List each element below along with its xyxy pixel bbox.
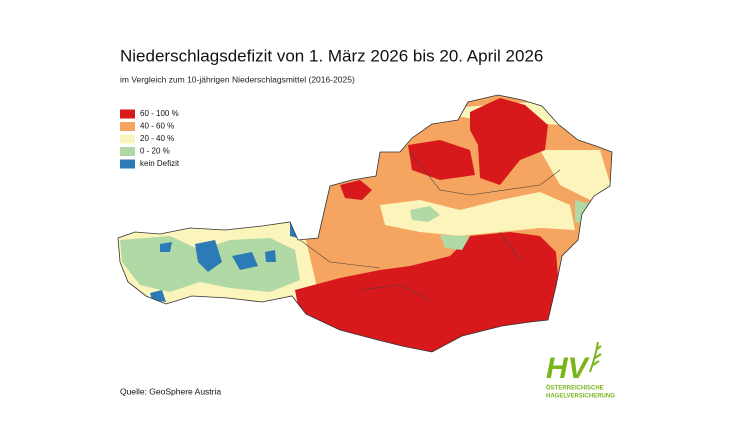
- map-region: [540, 150, 612, 200]
- map-subtitle: im Vergleich zum 10-jährigen Niederschla…: [120, 74, 355, 84]
- legend-label: kein Defizit: [140, 159, 180, 168]
- legend-swatch: [120, 147, 135, 156]
- map-region: [160, 242, 172, 252]
- map-region: [195, 240, 222, 272]
- legend-label: 40 - 60 %: [140, 122, 174, 131]
- legend-swatch: [120, 134, 135, 144]
- state-borders: [299, 151, 561, 301]
- legend-label: 0 - 20 %: [140, 147, 170, 156]
- map-title: Niederschlagsdefizit von 1. März 2026 bi…: [120, 46, 543, 65]
- map-region: [408, 140, 475, 180]
- map-region: [232, 252, 258, 270]
- map-region: [265, 250, 276, 262]
- map-region: [410, 206, 440, 222]
- legend-swatch: [120, 122, 135, 131]
- source: Quelle: GeoSphere Austria: [120, 386, 221, 396]
- legend-label: 20 - 40 %: [140, 134, 174, 143]
- map-region: [470, 98, 548, 185]
- legend: 60 - 100 % 40 - 60 % 20 - 40 % 0 - 20 % kein…: [120, 109, 180, 169]
- map-region: [340, 180, 372, 200]
- legend-swatch: [120, 159, 135, 169]
- logo-line2: HAGELVERSICHERUNG: [546, 394, 615, 400]
- logo-mark: HV: [546, 352, 591, 385]
- map-region: [440, 235, 470, 250]
- legend-swatch: [120, 109, 135, 119]
- logo-line1: ÖSTERREICHISCHE: [546, 385, 604, 392]
- logo: HV ÖSTERREICHISCHE HAGELVERSICHERUNG: [546, 341, 615, 400]
- legend-label: 60 - 100 %: [140, 109, 179, 118]
- logo-wheat: [589, 341, 602, 373]
- map-region: [295, 232, 560, 352]
- map-region: [380, 192, 575, 236]
